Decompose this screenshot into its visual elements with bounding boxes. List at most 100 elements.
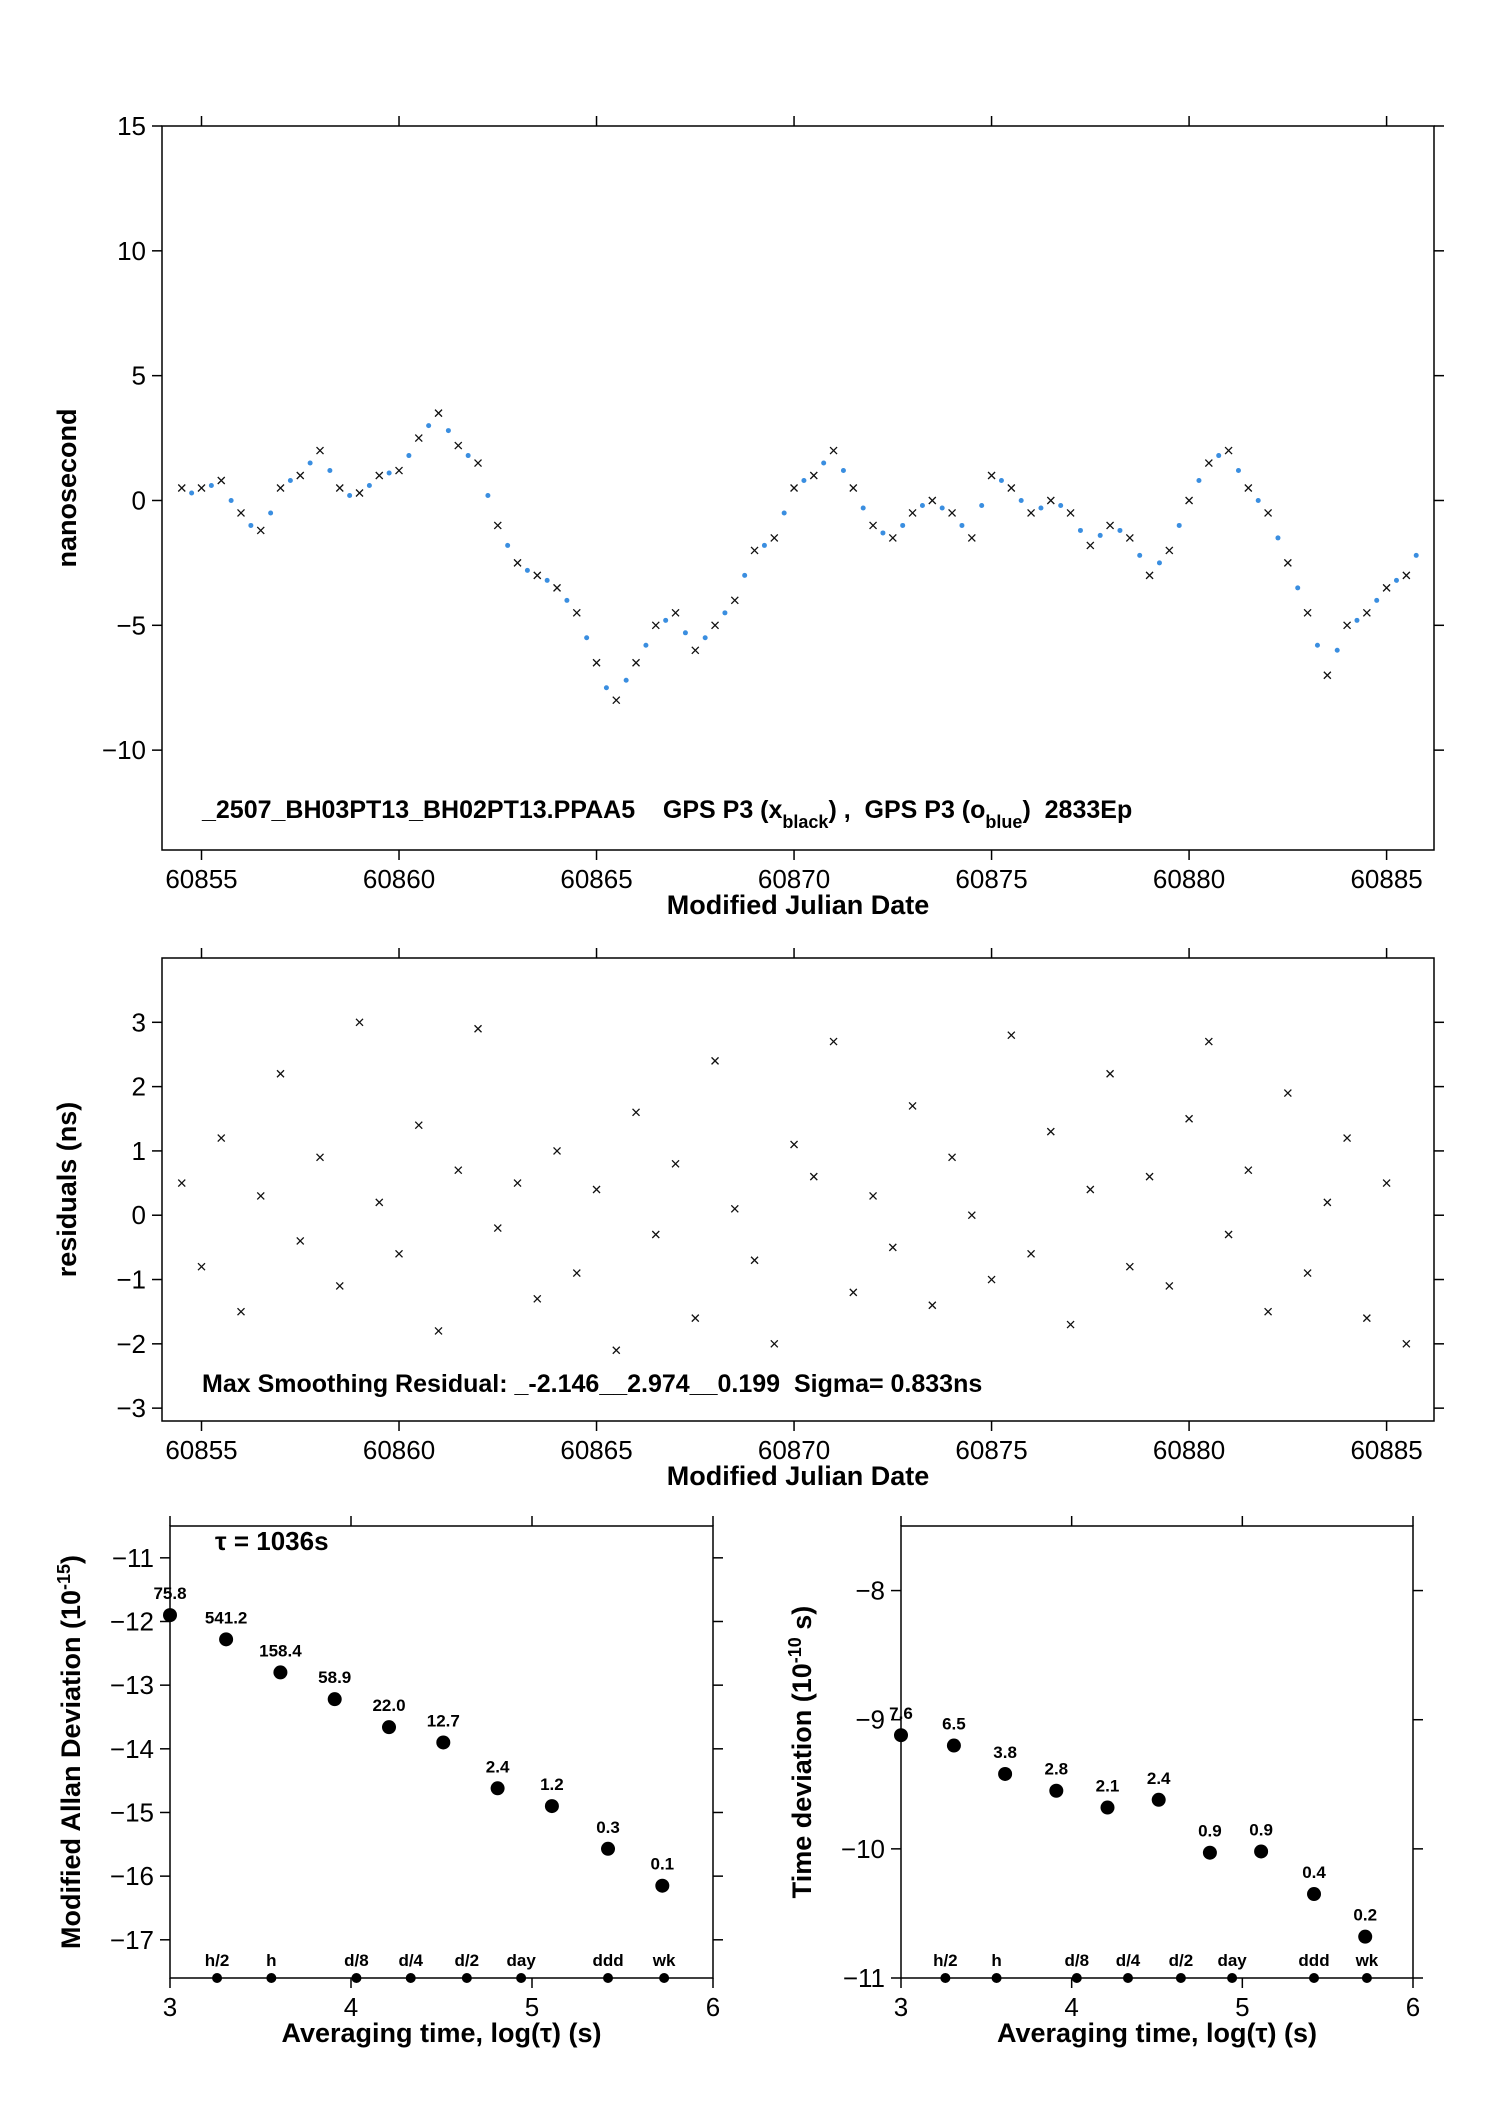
point <box>256 1191 265 1200</box>
point <box>316 1153 324 1162</box>
point <box>1027 509 1036 517</box>
y-tick-label: −13 <box>110 1670 154 1700</box>
point <box>197 1262 206 1271</box>
point <box>770 1339 779 1348</box>
point <box>276 484 285 492</box>
point <box>592 1185 601 1194</box>
point <box>967 533 976 542</box>
y-axis-label-part: ) <box>56 1555 86 1564</box>
point <box>485 492 491 498</box>
point-label: 7.6 <box>889 1704 913 1723</box>
point <box>1185 496 1194 505</box>
x-tick-label: 3 <box>894 1992 908 2022</box>
point <box>327 1692 342 1707</box>
point <box>564 597 570 603</box>
point <box>770 533 779 542</box>
point <box>643 642 649 648</box>
point <box>894 1728 908 1743</box>
point <box>1185 1114 1194 1123</box>
point <box>366 483 372 489</box>
point <box>1362 1314 1371 1323</box>
period-marker <box>1175 1973 1186 1983</box>
point <box>651 1230 660 1239</box>
x-tick-label: 60870 <box>758 1435 830 1465</box>
point <box>1202 1845 1217 1860</box>
point <box>228 497 234 503</box>
period-marker <box>405 1973 416 1983</box>
point <box>1137 552 1143 558</box>
x-axis-label: Modified Julian Date <box>667 1461 930 1491</box>
period-label: d/4 <box>398 1951 423 1970</box>
point <box>386 470 392 476</box>
point <box>189 490 195 496</box>
point <box>1049 1783 1064 1798</box>
point <box>454 441 463 450</box>
period-label: d/8 <box>344 1951 369 1970</box>
period-marker <box>1227 1973 1238 1983</box>
point <box>1343 1134 1352 1143</box>
period-label: day <box>506 1951 536 1970</box>
x-axis-label: Averaging time, log(τ) (s) <box>997 2018 1317 2048</box>
x-tick-label: 60860 <box>363 1435 435 1465</box>
point <box>1362 608 1371 617</box>
point <box>1393 577 1399 583</box>
point <box>1145 1172 1154 1181</box>
y-axis-label-part: -15 <box>54 1564 74 1590</box>
y-tick-label: 1 <box>132 1136 146 1166</box>
point <box>296 471 305 480</box>
point-label: 2.1 <box>1096 1777 1120 1796</box>
point <box>217 476 226 485</box>
point <box>888 533 897 542</box>
point <box>490 1781 505 1796</box>
point <box>513 558 522 567</box>
point <box>1374 597 1380 603</box>
point <box>1295 585 1301 591</box>
y-tick-label: −12 <box>110 1606 154 1636</box>
y-axis-label: Time deviation (10-10 s) <box>785 1606 817 1899</box>
point <box>307 460 313 466</box>
point <box>1125 533 1134 542</box>
y-tick-label: −2 <box>116 1329 146 1359</box>
period-label: h/2 <box>933 1951 958 1970</box>
y-tick-label: 3 <box>132 1007 146 1037</box>
point <box>1283 558 1292 567</box>
period-marker <box>991 1973 1002 1983</box>
point <box>1058 502 1064 508</box>
point <box>1303 1269 1312 1278</box>
point <box>711 1056 720 1065</box>
y-tick-label: 0 <box>132 1200 146 1230</box>
period-marker <box>659 1973 670 1983</box>
period-label: h/2 <box>205 1951 230 1970</box>
y-tick-label: −11 <box>112 1543 154 1573</box>
point <box>840 468 846 474</box>
point <box>434 409 443 418</box>
point <box>454 1166 463 1175</box>
point <box>1007 484 1016 492</box>
point <box>1204 1037 1213 1046</box>
point <box>1027 1249 1036 1258</box>
y-tick-label: −17 <box>110 1925 154 1955</box>
period-marker <box>266 1973 277 1983</box>
point-label: 3.8 <box>993 1743 1017 1762</box>
y-tick-label: 5 <box>132 361 146 391</box>
point-label: 22.0 <box>372 1696 405 1715</box>
x-axis-label: Modified Julian Date <box>667 890 930 920</box>
point <box>750 546 759 555</box>
y-axis-label: nanosecond <box>52 408 82 567</box>
point <box>436 1735 451 1750</box>
point-label: 1.2 <box>540 1775 564 1794</box>
point <box>544 1799 559 1814</box>
point-label: 12.7 <box>427 1711 460 1730</box>
point <box>1314 642 1320 648</box>
point <box>248 522 254 528</box>
x-tick-label: 5 <box>1235 1992 1249 2022</box>
point <box>163 1608 177 1623</box>
point <box>355 1018 364 1027</box>
point <box>1216 453 1222 459</box>
y-axis-label-part: -10 <box>785 1637 805 1663</box>
point <box>632 1108 640 1117</box>
x-tick-label: 6 <box>1406 1992 1420 2022</box>
point <box>948 1153 957 1162</box>
point-label: 158.4 <box>259 1641 302 1660</box>
